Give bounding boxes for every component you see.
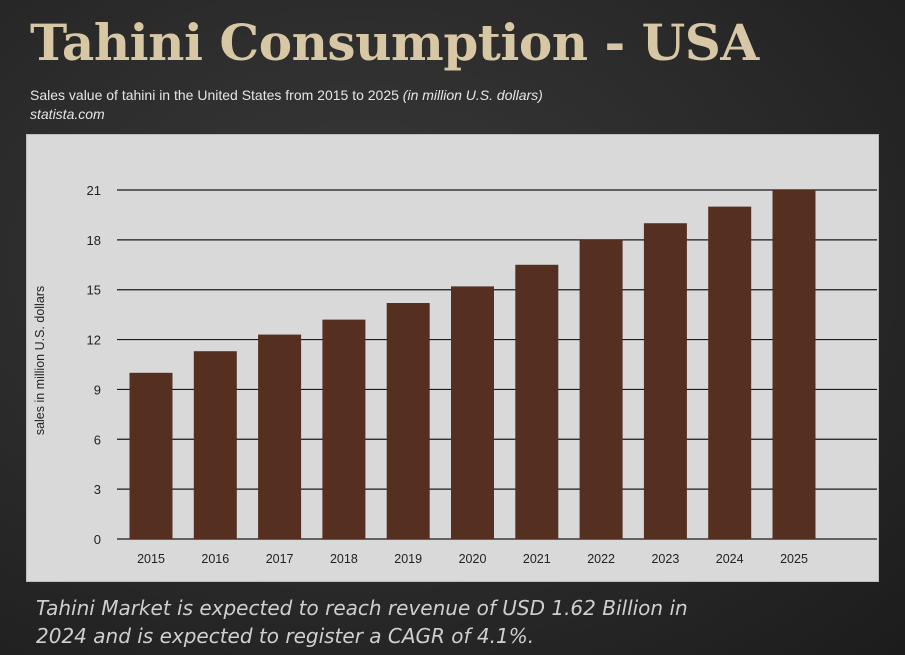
bar [129,372,173,539]
bar-chart: 0 3 6 9 12 15 18 21 2015 2016 2017 2018 2019 2020 2021… [33,183,877,566]
y-tick-label: 0 [94,532,101,547]
bar [708,206,752,539]
bar [258,334,302,539]
x-tick-label: 2020 [459,552,487,566]
y-tick-label: 18 [87,233,101,248]
bar [772,190,816,539]
y-tick-label: 12 [87,333,101,348]
bar [643,223,687,539]
y-tick-label: 6 [94,432,101,447]
market-caption: Tahini Market is expected to reach reven… [36,596,688,648]
y-tick-label: 21 [87,183,101,198]
x-tick-label: 2022 [587,552,615,566]
x-tick-label: 2018 [330,552,358,566]
bar [515,264,559,539]
x-tick-label: 2015 [137,552,165,566]
chart-title: Tahini Consumption - USA [30,13,759,72]
chart-subtitle: Sales value of tahini in the United Stat… [30,87,543,103]
x-tick-label: 2019 [394,552,422,566]
y-tick-label: 3 [94,482,101,497]
subtitle-text: Sales value of tahini in the United Stat… [30,87,399,103]
x-tick-label: 2017 [266,552,294,566]
y-tick-label: 9 [94,382,101,397]
bar [322,319,366,539]
chart-panel: 0 3 6 9 12 15 18 21 2015 2016 2017 2018 2019 2020 2021… [26,134,879,582]
x-tick-label: 2016 [201,552,229,566]
bar [193,351,237,539]
subtitle-unit: (in million U.S. dollars) [402,87,543,103]
bar [579,239,623,539]
y-tick-label: 15 [87,283,101,298]
bar [386,303,430,539]
x-tick-label: 2024 [716,552,744,566]
source-label: statista.com [30,106,105,122]
x-tick-label: 2023 [651,552,679,566]
y-axis-label: sales in million U.S. dollars [33,286,47,435]
bar [451,286,494,539]
x-tick-label: 2025 [780,552,808,566]
x-tick-label: 2021 [523,552,551,566]
